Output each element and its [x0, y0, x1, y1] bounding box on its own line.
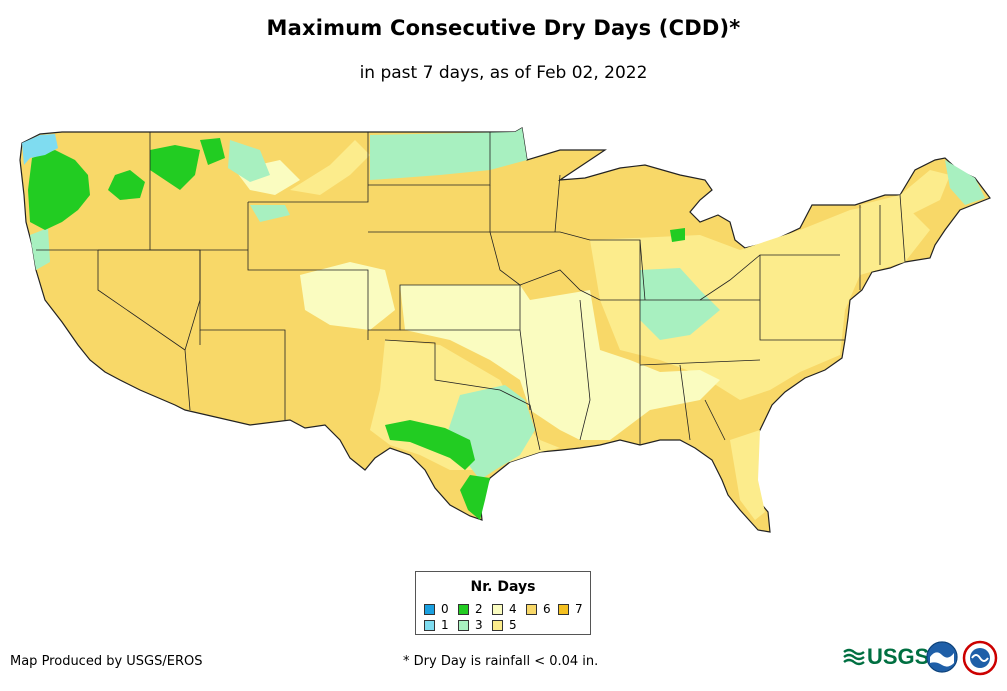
- map-title: Maximum Consecutive Dry Days (CDD)*: [266, 16, 741, 40]
- noaa-logo: [926, 641, 958, 673]
- legend-item-7: 7: [558, 602, 583, 616]
- legend-item-4: 4: [492, 602, 517, 616]
- usgs-waves-icon: [843, 648, 865, 666]
- legend-swatch-6: [526, 603, 537, 615]
- legend-label-2: 2: [475, 602, 483, 616]
- legend-label-6: 6: [543, 602, 551, 616]
- nws-logo: [962, 640, 998, 676]
- region-day3: [30, 128, 985, 480]
- producer-credit: Map Produced by USGS/EROS: [10, 654, 203, 669]
- legend-item-2: 2: [458, 602, 483, 616]
- region-day1: [22, 134, 58, 165]
- state-borders: [36, 132, 906, 451]
- legend-swatch-0: [424, 603, 435, 615]
- legend-title: Nr. Days: [470, 579, 536, 595]
- legend-item-1: 1: [424, 618, 449, 632]
- legend-label-7: 7: [575, 602, 583, 616]
- legend-label-4: 4: [509, 602, 517, 616]
- dry-days-map: [19, 127, 991, 533]
- legend-item-0: 0: [424, 602, 449, 616]
- legend-item-5: 5: [492, 618, 517, 632]
- legend-swatch-7: [558, 603, 569, 615]
- legend-swatch-4: [492, 603, 503, 615]
- legend-swatch-2: [458, 603, 469, 615]
- region-day2: [28, 138, 685, 520]
- legend-label-1: 1: [441, 618, 449, 632]
- legend-swatch-5: [492, 619, 503, 631]
- legend-swatch-3: [458, 619, 469, 631]
- legend: Nr. Days 0 1 2 3 4 5 6 7: [415, 571, 591, 635]
- legend-label-5: 5: [509, 618, 517, 632]
- legend-label-3: 3: [475, 618, 483, 632]
- usgs-wordmark: USGS: [867, 644, 930, 669]
- dry-day-footnote: * Dry Day is rainfall < 0.04 in.: [403, 654, 599, 669]
- legend-label-0: 0: [441, 602, 449, 616]
- legend-item-6: 6: [526, 602, 551, 616]
- map-subtitle: in past 7 days, as of Feb 02, 2022: [359, 63, 648, 83]
- legend-item-3: 3: [458, 618, 483, 632]
- legend-swatch-1: [424, 619, 435, 631]
- usgs-logo: USGS: [843, 643, 929, 671]
